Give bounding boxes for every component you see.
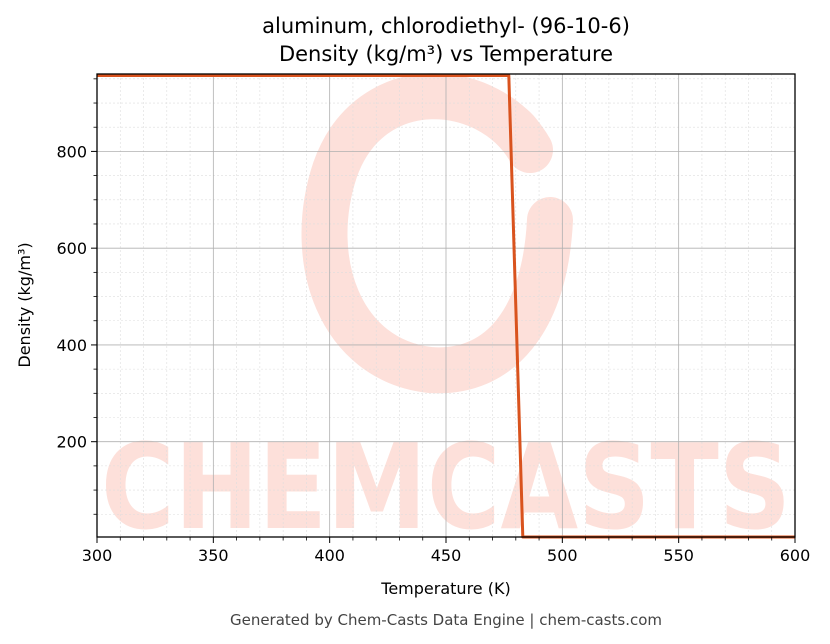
ticks-layer: 300 350 400 450 500 550 600 200 400 600 800: [56, 78, 811, 565]
x-tick-label: 450: [431, 546, 462, 565]
x-tick-label: 300: [82, 546, 113, 565]
grid-major: [96, 74, 796, 537]
x-tick-label: 550: [663, 546, 694, 565]
x-tick-label: 350: [198, 546, 229, 565]
y-tick-label: 800: [56, 142, 87, 161]
y-tick-label: 600: [56, 239, 87, 258]
x-tick-label: 400: [314, 546, 345, 565]
y-tick-label: 200: [56, 433, 87, 452]
x-tick-label: 600: [780, 546, 811, 565]
watermark-logo: [301, 73, 573, 394]
x-axis-label: Temperature (K): [380, 579, 510, 598]
y-tick-label: 400: [56, 336, 87, 355]
footer-credit: Generated by Chem-Casts Data Engine | ch…: [230, 611, 662, 629]
chart-title-line2: Density (kg/m³) vs Temperature: [279, 42, 613, 66]
y-axis-label: Density (kg/m³): [15, 242, 34, 367]
x-tick-label: 500: [547, 546, 578, 565]
chart-title-line1: aluminum, chlorodiethyl- (96-10-6): [262, 14, 630, 38]
